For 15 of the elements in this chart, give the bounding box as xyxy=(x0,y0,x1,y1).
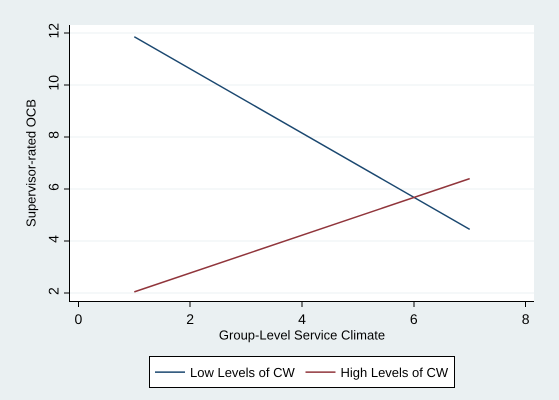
legend-label: Low Levels of CW xyxy=(190,365,296,380)
y-tick-label: 2 xyxy=(45,286,62,295)
x-tick-label: 8 xyxy=(522,310,530,327)
y-tick-label: 12 xyxy=(45,22,62,38)
y-tick-label: 8 xyxy=(45,130,62,139)
x-axis-title: Group-Level Service Climate xyxy=(218,327,386,342)
legend-label: High Levels of CW xyxy=(340,365,449,380)
y-tick-label: 6 xyxy=(45,182,62,191)
y-tick-label: 10 xyxy=(45,74,62,91)
y-tick-label: 4 xyxy=(45,234,62,243)
x-tick-label: 4 xyxy=(298,310,306,327)
x-tick-label: 0 xyxy=(74,310,82,327)
x-tick-label: 6 xyxy=(410,310,418,327)
x-tick-label: 2 xyxy=(186,310,194,327)
y-axis-title: Supervisor-rated OCB xyxy=(23,99,38,227)
